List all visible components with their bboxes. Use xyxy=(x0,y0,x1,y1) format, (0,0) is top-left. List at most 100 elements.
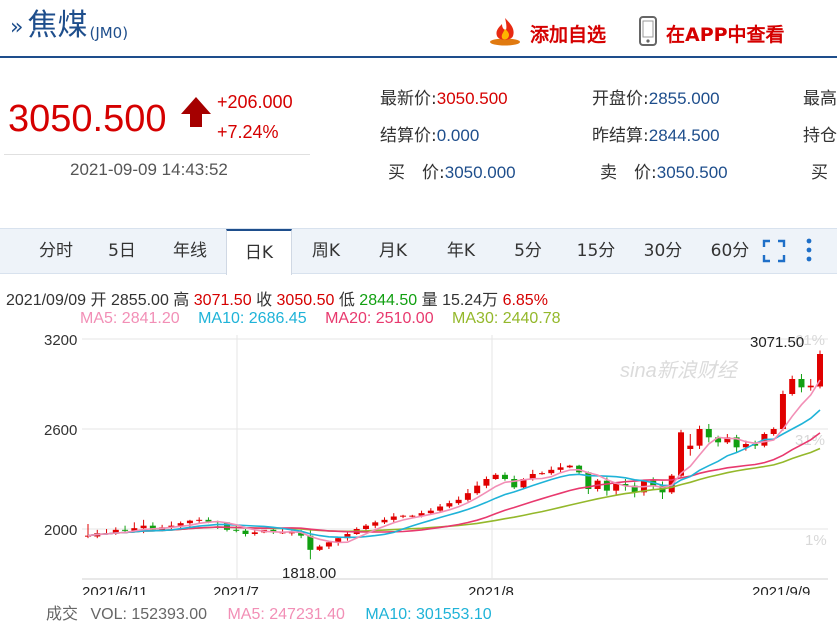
settle-price-label: 结算价: xyxy=(380,126,437,146)
candle-body xyxy=(715,437,722,443)
bid-volume-field: 买 xyxy=(811,158,828,183)
candle-body xyxy=(483,479,490,486)
y-tick-2600: 2600 xyxy=(44,422,77,439)
candle-body xyxy=(548,469,555,474)
candle-body xyxy=(789,379,796,394)
up-arrow-icon xyxy=(180,96,212,132)
candle-body xyxy=(112,529,119,534)
quote-panel: 3050.500 +206.000 +7.24% 2021-09-09 14:4… xyxy=(0,58,837,218)
candle-body xyxy=(325,542,332,547)
candle-body xyxy=(705,429,712,438)
candle-body xyxy=(770,429,777,434)
candle-body xyxy=(529,474,536,479)
candle-body xyxy=(733,437,740,448)
open-interest-label: 持仓 xyxy=(803,126,837,146)
current-price: 3050.500 xyxy=(8,98,167,140)
candle-body xyxy=(196,519,203,521)
candle-body xyxy=(622,484,629,486)
bar-change-pct: 6.85% xyxy=(502,292,548,309)
latest-price-field: 最新价:3050.500 xyxy=(380,84,508,109)
candle-body xyxy=(779,394,786,429)
candle-body xyxy=(223,522,230,530)
candle-body xyxy=(409,515,416,517)
chart-grid xyxy=(82,335,828,580)
add-watchlist-label: 添加自选 xyxy=(530,24,607,46)
candle-body xyxy=(307,535,314,550)
candle-body xyxy=(418,513,425,516)
tab-daily-k[interactable]: 日K xyxy=(226,229,292,275)
ma20-line xyxy=(87,432,821,537)
candle-body xyxy=(585,472,592,489)
tab-monthly-k[interactable]: 月K xyxy=(378,241,408,261)
bar-volume-value: 15.24万 xyxy=(442,292,499,309)
tab-5min[interactable]: 5分 xyxy=(514,241,542,261)
x-label-start: 2021/6/11 xyxy=(82,584,148,595)
volume-section-label: 成交 xyxy=(46,606,79,621)
candle-body xyxy=(390,516,397,520)
volume-value: VOL: 152393.00 xyxy=(90,606,208,621)
tab-30min[interactable]: 30分 xyxy=(643,241,683,261)
tab-60min[interactable]: 60分 xyxy=(710,241,750,261)
candle-body xyxy=(149,525,156,530)
bid-price-value: 3050.000 xyxy=(444,163,516,182)
candle-body xyxy=(177,523,184,526)
low-annotation: 1818.00 xyxy=(282,565,336,582)
price-change-pct: +7.24% xyxy=(217,122,279,142)
candle-body xyxy=(566,465,573,468)
fullscreen-icon[interactable] xyxy=(762,239,786,267)
header-bar: » 焦煤 (JM0) 添加自选 在APP中查看 xyxy=(0,0,837,58)
candle-body xyxy=(437,506,444,511)
tab-weekly-k[interactable]: 周K xyxy=(311,241,341,261)
tab-5day[interactable]: 5日 xyxy=(108,241,136,261)
candle-body xyxy=(205,519,212,522)
ask-price-label: 卖 价: xyxy=(600,163,657,183)
candle-body xyxy=(603,480,610,491)
candle-body xyxy=(798,379,805,388)
candle-body xyxy=(233,529,240,531)
candle-body xyxy=(362,525,369,529)
candle-body xyxy=(678,432,685,476)
prev-settle-field: 昨结算:2844.500 xyxy=(592,121,720,146)
candle-body xyxy=(557,467,564,470)
y-tick-2000: 2000 xyxy=(44,522,77,539)
candle-body xyxy=(381,519,388,523)
high-price-label: 最高 xyxy=(803,89,837,109)
ma10-line xyxy=(87,409,821,539)
watermark-text: sina新浪财经 xyxy=(620,360,739,382)
tab-yearly-k[interactable]: 年K xyxy=(446,241,476,261)
price-change: +206.000 xyxy=(217,92,293,112)
prev-settle-value: 2844.500 xyxy=(648,126,720,145)
x-label-aug: 2021/8 xyxy=(468,584,514,595)
candle-body xyxy=(501,474,508,479)
bar-date: 2021/09/09 xyxy=(6,292,87,309)
candle-body xyxy=(464,493,471,500)
high-annotation: 3071.50 xyxy=(750,334,804,351)
candle-body xyxy=(492,474,499,479)
bar-low-label: 低 xyxy=(338,292,355,309)
candle-body xyxy=(335,538,342,543)
candle-body xyxy=(696,429,703,446)
more-options-icon[interactable] xyxy=(804,237,814,269)
candle-body xyxy=(613,484,620,491)
add-watchlist-button[interactable]: 添加自选 xyxy=(488,16,606,51)
candle-body xyxy=(724,437,731,443)
candle-body xyxy=(122,529,129,531)
x-label-end: 2021/9/9 xyxy=(752,584,810,595)
ma5-line xyxy=(87,379,821,544)
candle-body xyxy=(474,485,481,494)
tab-15min[interactable]: 15分 xyxy=(576,241,616,261)
ask-price-field: 卖 价:3050.500 xyxy=(600,158,728,183)
watermark: sina新浪财经 xyxy=(620,360,739,382)
settle-price-field: 结算价:0.000 xyxy=(380,121,479,146)
tab-year-line[interactable]: 年线 xyxy=(173,241,207,261)
candle-body xyxy=(316,546,323,550)
bid-volume-label: 买 xyxy=(811,163,828,183)
candle-body xyxy=(539,473,546,475)
candle-body xyxy=(85,535,91,537)
kline-chart[interactable]: sina新浪财经 3200 2600 2000 61% 31% 1% 3071.… xyxy=(0,325,837,595)
candle-body xyxy=(298,532,305,536)
bar-volume-label: 量 xyxy=(421,292,438,309)
latest-price-label: 最新价: xyxy=(380,89,437,109)
tab-intraday[interactable]: 分时 xyxy=(39,241,73,261)
view-in-app-button[interactable]: 在APP中查看 xyxy=(638,16,785,51)
